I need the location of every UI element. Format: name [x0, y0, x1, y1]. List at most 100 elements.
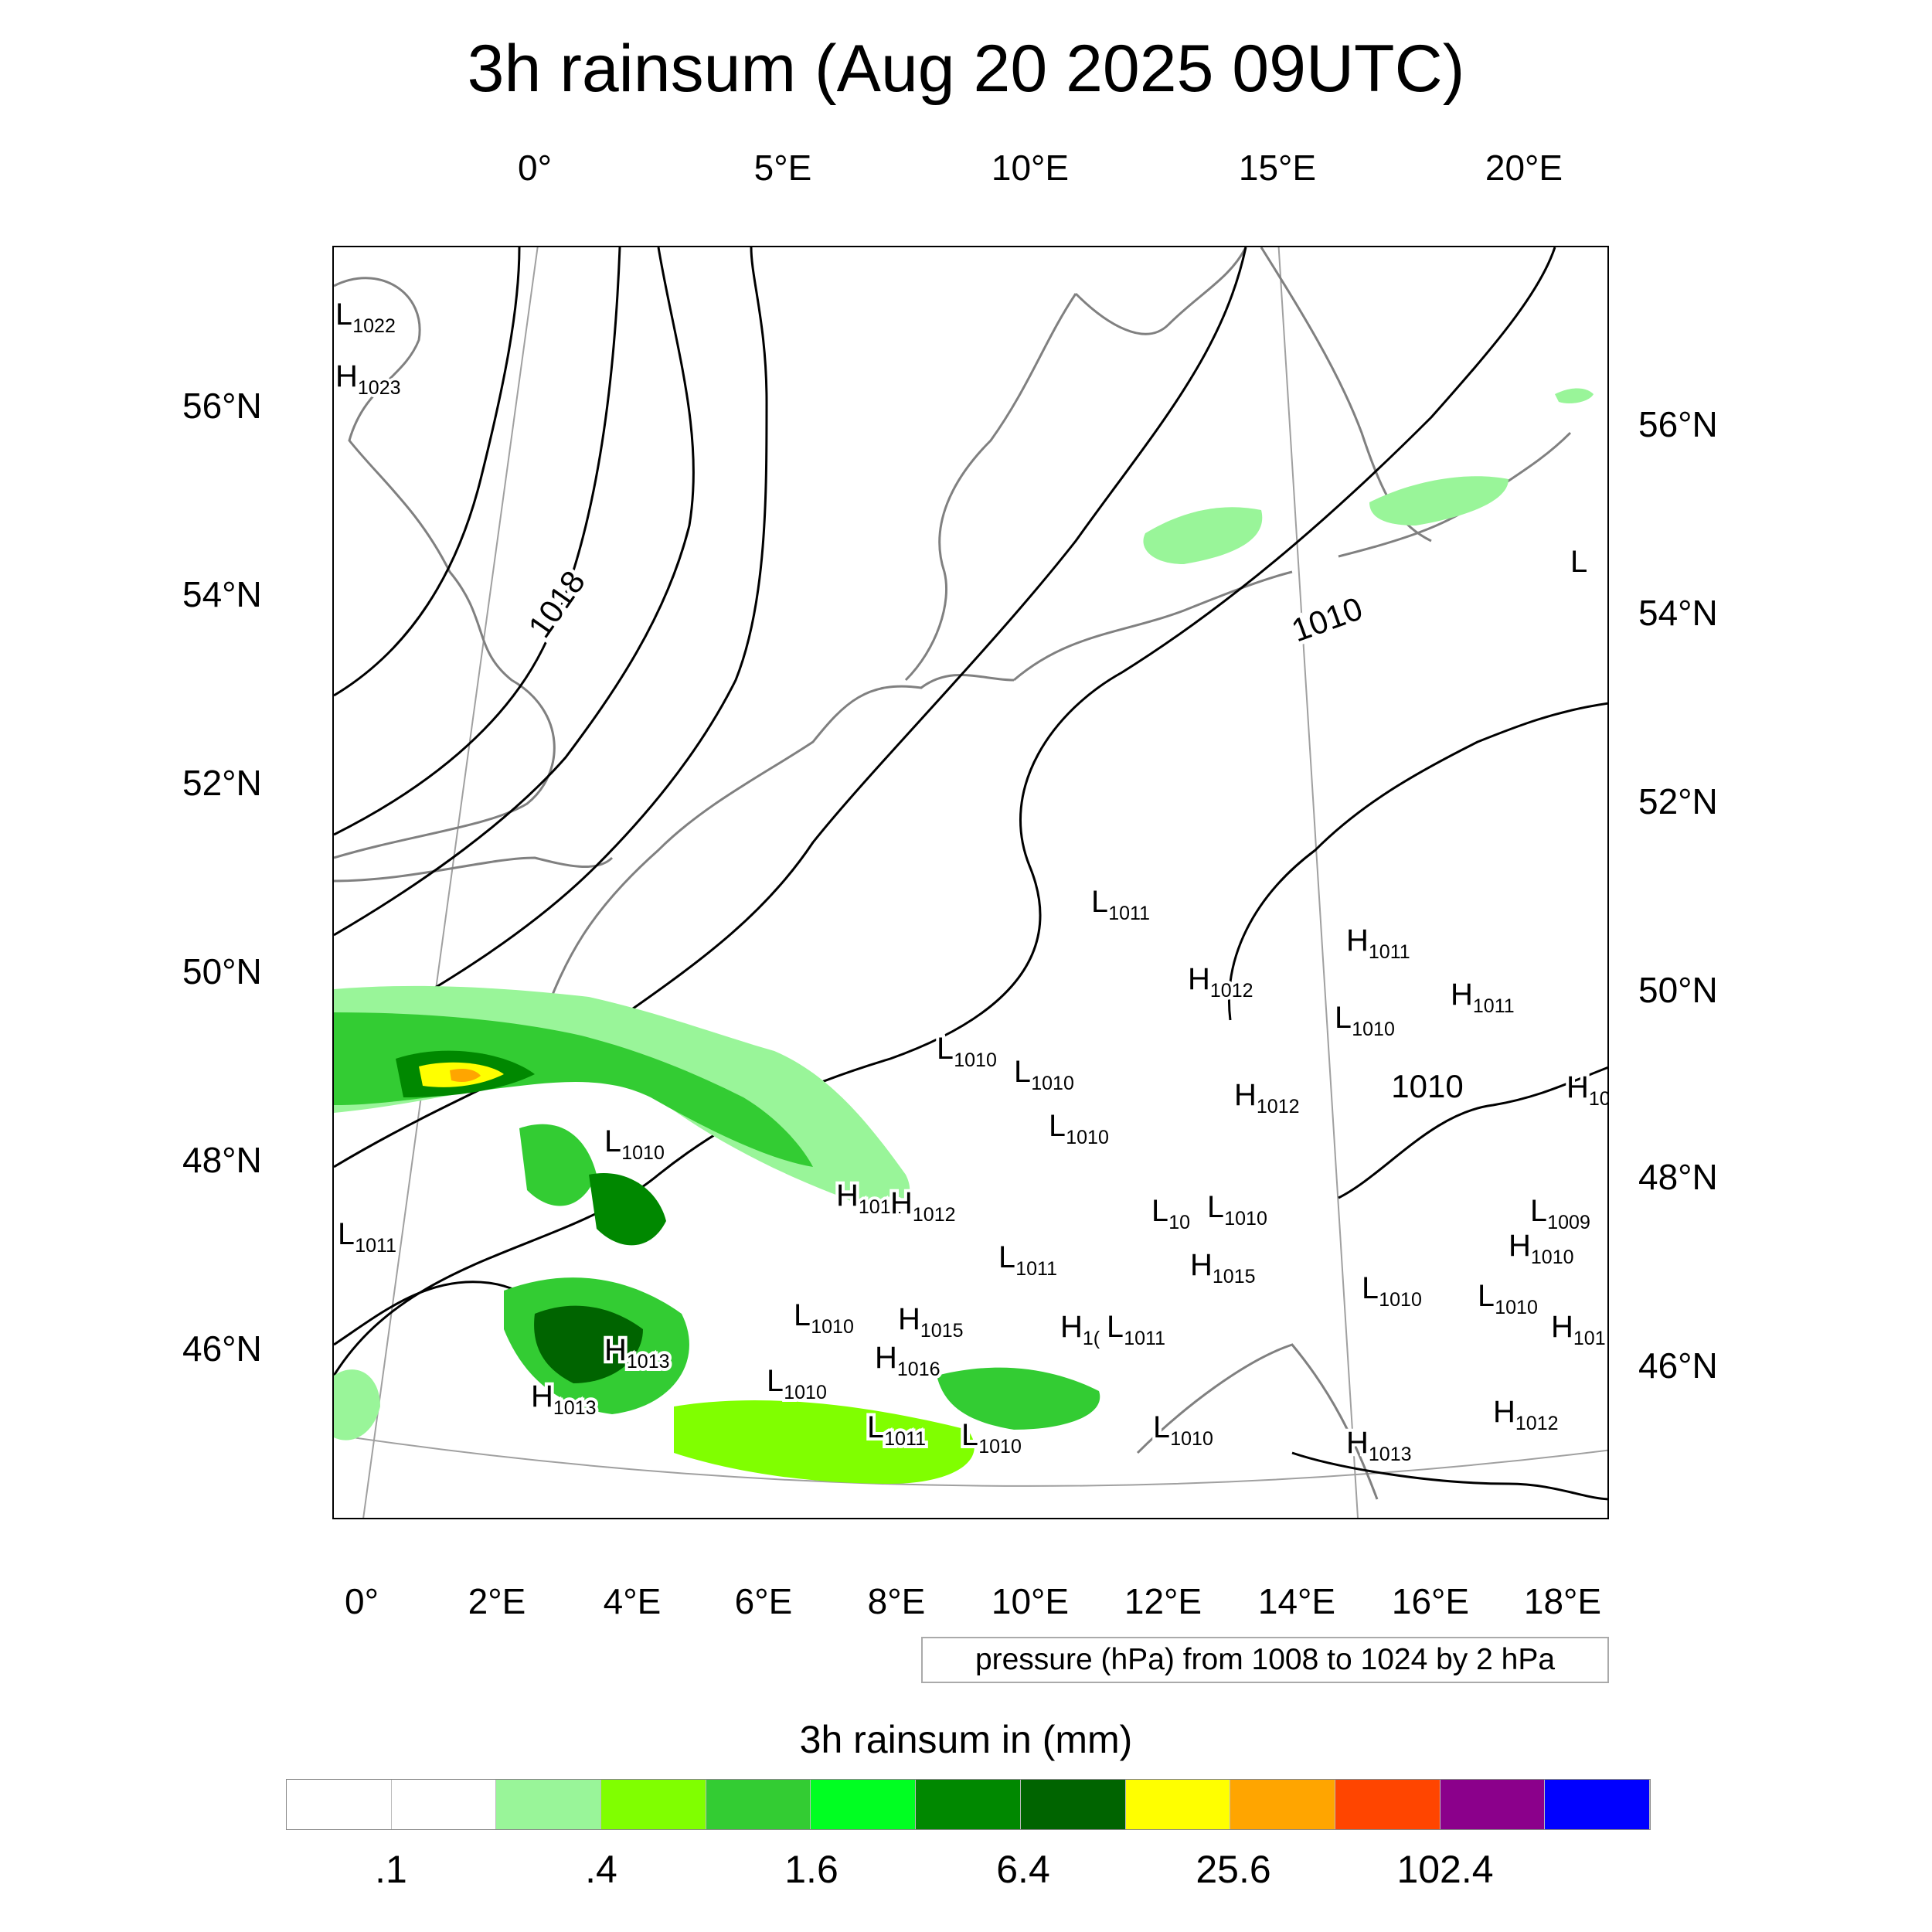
isobar-1018 [334, 247, 695, 937]
rain-baltic-b [1369, 476, 1509, 526]
isobar-1010-east [1338, 1066, 1607, 1199]
colorbar-swatch [496, 1780, 602, 1829]
rain-core-extreme [450, 1068, 481, 1082]
left-lat-label: 50°N [182, 951, 262, 992]
high-pressure-label: H1011 [1346, 923, 1410, 963]
adriatic-coast [1136, 1343, 1379, 1500]
colorbar-tick-label: 1.6 [784, 1848, 838, 1891]
low-pressure-label: L1022 [335, 298, 396, 337]
high-pressure-label: H1015 [1190, 1248, 1256, 1287]
bottom-lon-label: 0° [345, 1581, 379, 1621]
low-pressure-label: L1010 [1049, 1109, 1109, 1148]
colorbar-tick-label: 25.6 [1196, 1848, 1271, 1891]
colorbar-swatch [706, 1780, 811, 1829]
colorbar-swatch [601, 1780, 706, 1829]
colorbar-tick-label: 102.4 [1396, 1848, 1494, 1891]
low-pressure-label: L1010 [604, 1124, 665, 1164]
low-pressure-label: L1010 [1207, 1190, 1267, 1230]
right-lat-label: 50°N [1638, 970, 1718, 1010]
bottom-lon-label: 2°E [468, 1581, 526, 1621]
colorbar-swatch [1335, 1780, 1440, 1829]
low-pressure-label: L1010 [1153, 1410, 1213, 1450]
bottom-lon-label: 12°E [1124, 1581, 1202, 1621]
left-lat-label: 48°N [182, 1140, 262, 1180]
colorbar-swatch [1440, 1780, 1546, 1829]
high-pressure-label: H1013 [531, 1379, 597, 1419]
channel-coast [334, 856, 614, 883]
low-pressure-label: L1010 [1478, 1279, 1538, 1318]
low-pressure-label: L1010 [767, 1364, 827, 1403]
bottom-lon-label: 8°E [867, 1581, 926, 1621]
bottom-lon-label: 14°E [1257, 1581, 1336, 1621]
rain-patch-a [519, 1124, 597, 1206]
pressure-centers: L1022H1023L1011H1011H1012L1010H1011L1010… [334, 294, 1609, 1468]
isobar-value-label: 1018 [521, 564, 592, 644]
high-pressure-label: H1013 [1346, 1426, 1412, 1465]
baltic-south-coast [1013, 570, 1293, 682]
isobar-1016 [334, 247, 768, 1045]
colorbar-swatch [811, 1780, 917, 1829]
left-lat-label: 46°N [182, 1328, 262, 1369]
high-pressure-label: H1013 [604, 1333, 670, 1372]
low-pressure-label: L1011 [1107, 1310, 1165, 1349]
high-pressure-label: H1010 [1509, 1229, 1574, 1268]
continent-coast [541, 673, 1015, 1021]
bottom-lon-label: 18°E [1523, 1581, 1602, 1621]
top-lon-label: 10°E [991, 148, 1070, 188]
colorbar-title: 3h rainsum in (mm) [799, 1718, 1133, 1761]
colorbar-swatch [916, 1780, 1021, 1829]
isobar-south-east [1291, 1451, 1607, 1501]
jutland-coast [904, 293, 1077, 682]
meridian-15e [1277, 247, 1359, 1518]
left-lat-label: 52°N [182, 763, 262, 803]
low-pressure-label: L1011 [1091, 885, 1150, 924]
bottom-lon-label: 10°E [991, 1581, 1070, 1621]
high-pressure-label: H1012 [890, 1186, 956, 1226]
right-lat-label: 52°N [1638, 781, 1718, 821]
low-pressure-label: L1010 [961, 1418, 1022, 1458]
high-pressure-label: H1011 [1451, 978, 1515, 1017]
colorbar [286, 1779, 1651, 1830]
isobar-1010 [1228, 702, 1607, 1021]
low-pressure-label: L1010 [794, 1298, 854, 1338]
low-pressure-label: L1009 [1530, 1194, 1590, 1233]
rain-cell-alps [674, 1400, 975, 1484]
colorbar-swatch [1020, 1780, 1126, 1829]
bottom-lon-label: 6°E [734, 1581, 793, 1621]
low-pressure-label: L1011 [338, 1217, 396, 1257]
right-lat-label: 54°N [1638, 593, 1718, 633]
colorbar-tick-label: .4 [585, 1848, 617, 1891]
right-lat-label: 48°N [1638, 1157, 1718, 1197]
top-lon-label: 0° [518, 148, 552, 188]
rain-baltic-a [1143, 507, 1263, 564]
high-pressure-label: H1( [1060, 1310, 1100, 1349]
high-pressure-label: H1012 [1234, 1078, 1300, 1117]
left-lat-label: 54°N [182, 574, 262, 614]
right-lat-label: 56°N [1638, 404, 1718, 444]
isobar-1020 [334, 247, 621, 836]
high-pressure-label: H10 [1566, 1070, 1609, 1110]
high-pressure-label: H101 [1551, 1310, 1606, 1349]
low-pressure-label: L1010 [937, 1032, 997, 1071]
rain-cell-west-core [534, 1305, 643, 1383]
isobar-value-label: 1010 [1287, 590, 1367, 648]
colorbar-swatch [1545, 1780, 1650, 1829]
low-pressure-label: L10 [1151, 1194, 1190, 1233]
britain-coast [334, 277, 556, 859]
colorbar-swatch [1230, 1780, 1335, 1829]
low-pressure-label: L1011 [998, 1240, 1057, 1280]
bottom-lon-label: 4°E [603, 1581, 662, 1621]
rain-baltic-c [1555, 388, 1594, 403]
contour-info-box: pressure (hPa) from 1008 to 1024 by 2 hP… [921, 1637, 1609, 1683]
scandinavia-coast [1074, 247, 1247, 335]
colorbar-swatch [287, 1780, 392, 1829]
rain-patch-b [589, 1173, 666, 1246]
colorbar-tick-label: 6.4 [996, 1848, 1050, 1891]
colorbar-tick-label: .1 [375, 1848, 407, 1891]
rain-cell-alps-east [937, 1367, 1100, 1430]
high-pressure-label: H1012 [1493, 1395, 1559, 1434]
isobar-1022 [334, 247, 521, 697]
high-pressure-label: H1023 [335, 359, 401, 399]
low-pressure-label: L1010 [1362, 1271, 1422, 1311]
rain-patch-southwest [334, 1369, 380, 1440]
